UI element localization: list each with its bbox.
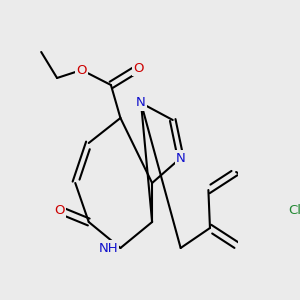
Text: N: N: [176, 152, 185, 164]
Text: O: O: [134, 61, 144, 74]
Text: O: O: [76, 64, 87, 76]
Text: N: N: [136, 97, 146, 110]
Text: NH: NH: [98, 242, 118, 254]
Text: O: O: [54, 203, 65, 217]
Text: Cl: Cl: [288, 203, 300, 217]
